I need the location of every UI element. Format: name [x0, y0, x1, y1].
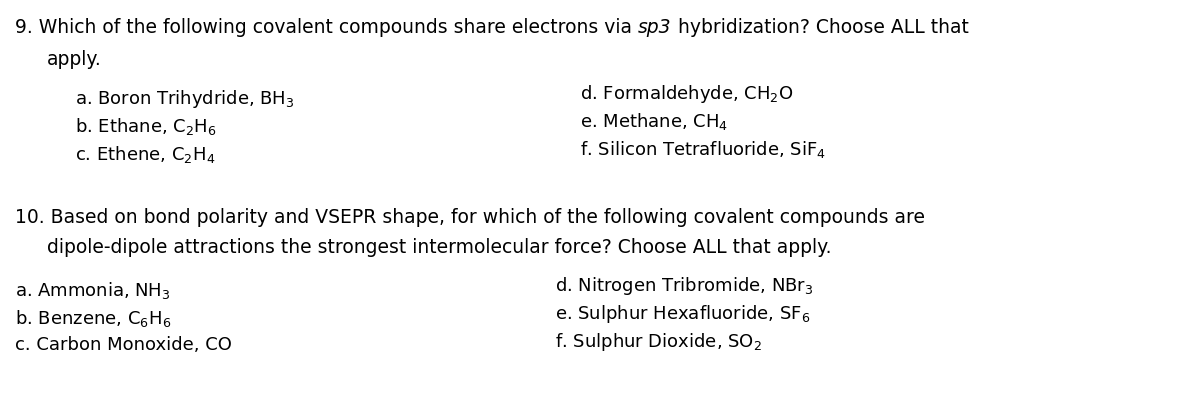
Text: e. Methane, CH$_4$: e. Methane, CH$_4$ — [580, 111, 728, 132]
Text: hybridization? Choose ALL that: hybridization? Choose ALL that — [672, 18, 968, 37]
Text: c. Carbon Monoxide, CO: c. Carbon Monoxide, CO — [14, 336, 232, 354]
Text: sp3: sp3 — [638, 18, 672, 37]
Text: a. Ammonia, NH$_3$: a. Ammonia, NH$_3$ — [14, 280, 170, 301]
Text: 10. Based on bond polarity and VSEPR shape, for which of the following covalent : 10. Based on bond polarity and VSEPR sha… — [14, 208, 925, 227]
Text: c. Ethene, C$_2$H$_4$: c. Ethene, C$_2$H$_4$ — [74, 144, 216, 165]
Text: d. Formaldehyde, CH$_2$O: d. Formaldehyde, CH$_2$O — [580, 83, 793, 105]
Text: 9. Which of the following covalent compounds share electrons via: 9. Which of the following covalent compo… — [14, 18, 638, 37]
Text: a. Boron Trihydride, BH$_3$: a. Boron Trihydride, BH$_3$ — [74, 88, 295, 110]
Text: b. Benzene, C$_6$H$_6$: b. Benzene, C$_6$H$_6$ — [14, 308, 172, 329]
Text: apply.: apply. — [47, 50, 102, 69]
Text: dipole-dipole attractions the strongest intermolecular force? Choose ALL that ap: dipole-dipole attractions the strongest … — [47, 238, 832, 257]
Text: e. Sulphur Hexafluoride, SF$_6$: e. Sulphur Hexafluoride, SF$_6$ — [554, 303, 810, 325]
Text: f. Sulphur Dioxide, SO$_2$: f. Sulphur Dioxide, SO$_2$ — [554, 331, 762, 353]
Text: b. Ethane, C$_2$H$_6$: b. Ethane, C$_2$H$_6$ — [74, 116, 217, 137]
Text: d. Nitrogen Tribromide, NBr$_3$: d. Nitrogen Tribromide, NBr$_3$ — [554, 275, 814, 297]
Text: f. Silicon Tetrafluoride, SiF$_4$: f. Silicon Tetrafluoride, SiF$_4$ — [580, 139, 826, 160]
